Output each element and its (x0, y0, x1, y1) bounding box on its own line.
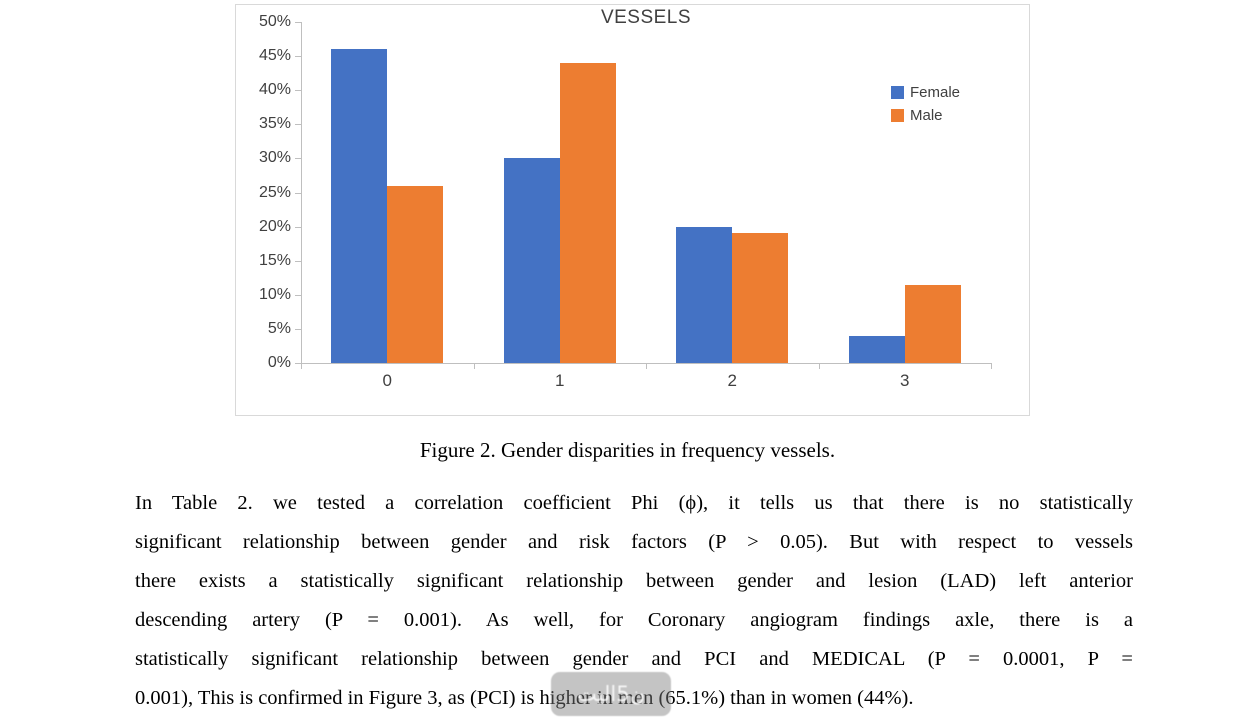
x-axis-tick-mark (301, 363, 302, 369)
y-axis-tick-mark (295, 328, 301, 330)
bar-female-3 (848, 335, 905, 363)
y-axis-tick-label: 20% (258, 217, 291, 235)
paragraph-line: there exists a statistically significant… (135, 570, 1133, 592)
y-axis-tick-mark (295, 226, 301, 228)
legend-label-female: Female (910, 84, 961, 101)
x-axis-category-label: 2 (727, 371, 737, 390)
watermark-text: ن5اليت (577, 682, 645, 706)
chart-title: VESSELS (600, 7, 692, 28)
y-axis-tick-label: 45% (258, 47, 291, 65)
bar-male-0 (387, 185, 444, 363)
legend-label-male: Male (910, 107, 943, 124)
male-color-swatch (891, 109, 904, 122)
legend-item-female: Female (891, 84, 960, 101)
x-axis-tick-mark (991, 363, 992, 369)
y-axis-tick-mark (295, 363, 301, 364)
legend-item-male: Male (891, 107, 960, 124)
figure-caption: Figure 2. Gender disparities in frequenc… (419, 438, 836, 462)
y-axis-tick-label: 50% (258, 13, 291, 30)
watermark: ن5اليت (551, 672, 671, 716)
y-axis-tick-label: 10% (258, 285, 291, 303)
y-axis-tick-label: 0% (267, 354, 291, 371)
y-axis-tick-label: 35% (258, 115, 291, 133)
y-axis-tick-label: 30% (258, 149, 291, 167)
y-axis-tick-label: 25% (258, 183, 291, 201)
y-axis-tick-mark (295, 192, 301, 194)
chart-plot-area: VESSELS Female Male 0% 5% 10% 15% 20% 25% 30% 3… (236, 5, 1029, 415)
bar-male-2 (732, 233, 789, 363)
bar-female-0 (331, 49, 388, 363)
bar-female-1 (503, 158, 560, 363)
paragraph-line: statistically significant relationship b… (135, 648, 1133, 670)
y-axis-tick-mark (295, 56, 301, 58)
y-axis-tick-mark (295, 158, 301, 160)
y-axis-tick-label: 5% (267, 319, 291, 337)
y-axis-tick-mark (295, 260, 301, 262)
female-color-swatch (891, 86, 904, 99)
x-axis-tick-mark (473, 363, 475, 369)
y-axis-tick-label: 40% (258, 81, 291, 99)
y-axis-tick-mark (295, 90, 301, 92)
y-axis-tick-mark (295, 124, 301, 126)
bar-male-1 (559, 62, 616, 363)
x-axis-tick-mark (646, 363, 647, 369)
bar-male-3 (904, 284, 961, 363)
paragraph-line: significant relationship between gender … (135, 531, 1133, 553)
x-axis-category-label: 0 (382, 371, 392, 390)
chart-legend: Female Male (891, 84, 960, 124)
y-axis-line (301, 22, 302, 369)
body-paragraph: In Table 2. we tested a correlation coef… (135, 484, 1133, 718)
y-axis-tick-mark (295, 294, 301, 296)
y-axis-tick-mark (295, 22, 301, 23)
bar-female-2 (676, 226, 733, 363)
paragraph-line: In Table 2. we tested a correlation coef… (135, 492, 1133, 514)
y-axis-tick-label: 15% (258, 251, 291, 269)
paragraph-line: descending artery (P = 0.001). As well, … (135, 609, 1133, 631)
x-axis-category-label: 1 (555, 371, 565, 390)
x-axis-category-label: 3 (900, 371, 910, 390)
x-axis-tick-mark (818, 363, 820, 369)
paragraph-line: 0.001), This is confirmed in Figure 3, a… (135, 687, 914, 709)
vessels-bar-chart: VESSELS Female Male 0% 5% 10% 15% 20% 25% 30% 3… (235, 4, 1030, 416)
